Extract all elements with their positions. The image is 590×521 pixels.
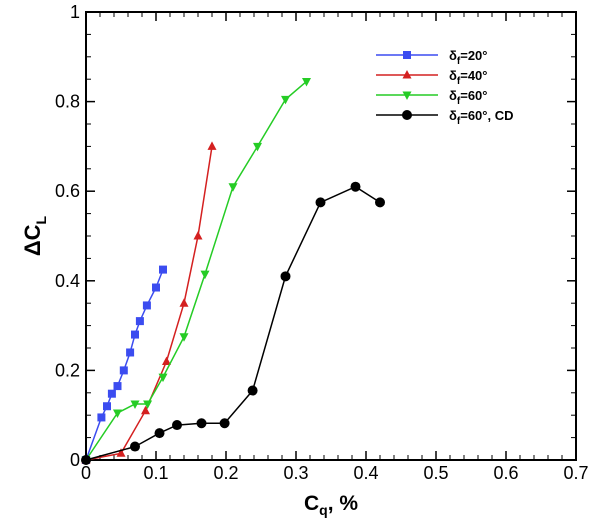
legend-label: δf=20° <box>449 48 488 67</box>
data-point <box>219 418 230 429</box>
data-point <box>143 400 153 409</box>
y-tick-label: 0.8 <box>55 92 80 112</box>
data-point <box>302 77 311 87</box>
legend: δf=20°δf=40°δf=60°δf=60°, CD <box>376 48 514 127</box>
legend-entry: δf=40° <box>376 68 488 87</box>
data-point <box>119 366 128 375</box>
data-point <box>207 141 217 150</box>
data-point <box>179 333 189 342</box>
legend-label-sub: f <box>457 56 461 67</box>
data-point <box>196 418 207 429</box>
series-3 <box>81 77 311 465</box>
x-axis-title-sub: q <box>319 502 328 518</box>
data-point <box>81 455 91 465</box>
series-line <box>85 80 307 461</box>
x-tick-label: 0 <box>81 463 91 483</box>
data-point <box>315 197 326 208</box>
x-tick-label: 0.4 <box>353 463 378 483</box>
legend-label-rest: =20° <box>460 48 487 63</box>
y-tick-label: 0.6 <box>55 181 80 201</box>
data-point <box>159 265 167 274</box>
legend-label-sub: f <box>457 116 461 127</box>
x-tick-label: 0.6 <box>493 463 518 483</box>
data-point <box>247 385 258 396</box>
data-point <box>130 400 140 409</box>
legend-label-symbol: δ <box>449 88 457 103</box>
legend-entry: δf=60° <box>376 88 488 107</box>
legend-label-symbol: δ <box>449 108 457 123</box>
data-point <box>154 428 165 439</box>
axes: 0 0.1 0.2 0.3 0.4 0.5 0.6 0.7 0 0.2 0.4 0.6 0.8 1 Cq, … <box>20 2 589 518</box>
data-point <box>103 402 111 411</box>
legend-entry: δf=60°, CD <box>376 108 514 127</box>
series-group <box>81 77 385 465</box>
data-point <box>107 389 116 398</box>
data-point <box>350 181 361 192</box>
legend-swatch-marker <box>402 110 412 120</box>
series-4 <box>81 181 385 465</box>
data-point <box>193 231 203 240</box>
plot-frame <box>85 11 577 461</box>
data-point <box>113 409 122 418</box>
data-point <box>130 441 140 452</box>
data-point <box>126 348 135 357</box>
data-point <box>113 382 122 391</box>
data-point <box>253 142 262 152</box>
data-point <box>131 330 139 339</box>
data-point <box>200 270 210 280</box>
x-axis-title-suffix: , % <box>328 492 359 515</box>
data-point <box>281 95 290 105</box>
legend-label-rest: =60° <box>460 88 487 103</box>
x-tick-label: 0.2 <box>213 463 238 483</box>
data-point <box>142 301 151 310</box>
data-point <box>116 448 126 457</box>
x-tick-label: 0.5 <box>423 463 448 483</box>
legend-label-rest: =40° <box>460 68 487 83</box>
legend-swatch-marker <box>402 91 412 100</box>
data-point <box>162 356 171 365</box>
x-axis-title-main: C <box>304 492 319 515</box>
legend-label-rest: =60°, CD <box>460 108 513 123</box>
data-point <box>179 298 189 307</box>
legend-label-symbol: δ <box>449 68 457 83</box>
x-tick-label: 0.1 <box>143 463 168 483</box>
data-point <box>97 413 106 422</box>
data-point <box>228 183 238 192</box>
x-tick-label: 0.7 <box>563 463 588 483</box>
x-axis-title: Cq, % <box>304 492 358 518</box>
series-1 <box>82 265 167 464</box>
legend-label: δf=60° <box>449 88 488 107</box>
x-tick-label: 0.3 <box>283 463 308 483</box>
data-point <box>135 317 144 326</box>
y-tick-label: 0.4 <box>55 271 80 291</box>
data-point <box>280 271 291 282</box>
y-tick-label: 0.2 <box>55 360 80 380</box>
y-tick-label: 1 <box>70 2 80 22</box>
data-point <box>158 373 168 383</box>
legend-label: δf=40° <box>449 68 488 87</box>
y-axis-title: ΔCL <box>20 215 49 256</box>
legend-entry: δf=20° <box>376 48 488 67</box>
series-line <box>85 269 164 461</box>
data-point <box>152 283 160 292</box>
series-line <box>85 185 381 461</box>
legend-label: δf=60°, CD <box>449 108 514 127</box>
data-point <box>172 420 182 431</box>
y-axis-title-main: ΔC <box>20 224 45 256</box>
legend-swatch-marker <box>403 51 411 59</box>
legend-label-sub: f <box>457 96 461 107</box>
legend-label-sub: f <box>457 76 461 87</box>
y-axis-title-sub: L <box>33 215 49 224</box>
legend-swatch-marker <box>402 70 412 79</box>
data-point <box>141 405 150 415</box>
legend-label-symbol: δ <box>449 48 457 63</box>
data-point <box>375 197 385 208</box>
y-tick-label: 0 <box>70 450 80 470</box>
